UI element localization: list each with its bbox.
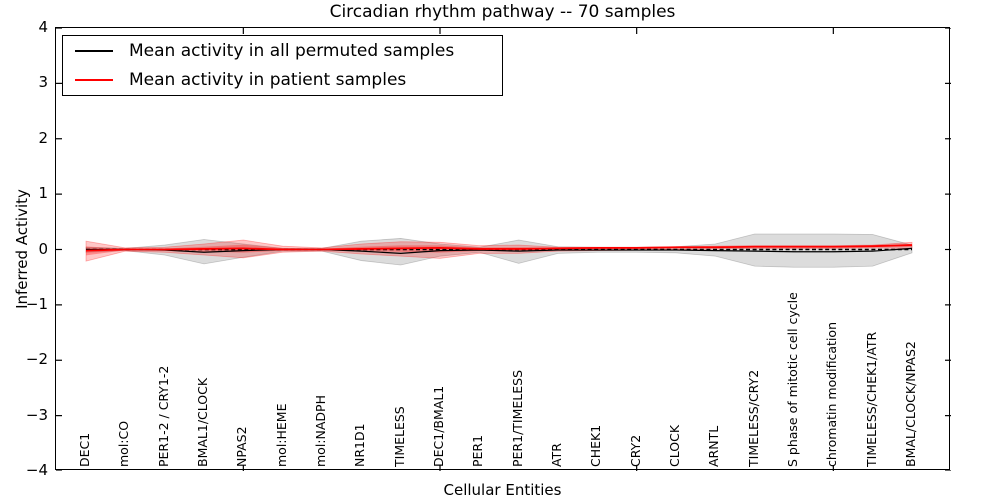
x-category-label: BMAL1/CLOCK bbox=[195, 377, 210, 467]
x-category-label: TIMELESS/CRY2 bbox=[745, 369, 761, 467]
x-category-label: mol:CO bbox=[116, 420, 132, 467]
y-tick-label: 3 bbox=[38, 73, 48, 92]
x-category-label: TIMELESS/CHEK1/ATR bbox=[863, 331, 879, 467]
legend-entry-patient: Mean activity in patient samples bbox=[63, 66, 502, 94]
y-tick-label: 1 bbox=[38, 184, 48, 203]
x-category-label: CLOCK bbox=[667, 424, 682, 467]
chart-canvas bbox=[56, 28, 951, 471]
legend-line-permuted-icon bbox=[75, 50, 113, 52]
legend-entry-permuted: Mean activity in all permuted samples bbox=[63, 37, 502, 65]
x-category-label: mol:NADPH bbox=[313, 395, 328, 467]
x-category-label: TIMELESS bbox=[391, 406, 407, 467]
x-category-label: NPAS2 bbox=[234, 426, 250, 467]
x-category-label: PER1/TIMELESS bbox=[509, 369, 525, 467]
x-category-label: CRY2 bbox=[627, 434, 643, 467]
y-tick-label: 4 bbox=[38, 18, 48, 36]
x-category-label: PER1-2 / CRY1-2 bbox=[155, 365, 171, 467]
y-tick-label: −1 bbox=[25, 294, 48, 313]
y-tick-label: −2 bbox=[25, 350, 48, 369]
x-category-label: DEC1/BMAL1 bbox=[431, 385, 446, 467]
x-category-label: CHEK1 bbox=[588, 424, 604, 467]
legend-label-patient: Mean activity in patient samples bbox=[129, 70, 407, 90]
x-category-label: DEC1 bbox=[77, 432, 92, 467]
legend: Mean activity in all permuted samples Me… bbox=[62, 35, 503, 96]
x-category-label: ATR bbox=[549, 443, 564, 467]
x-category-label: ARNTL bbox=[706, 425, 722, 467]
patient-mean-line bbox=[85, 244, 913, 252]
chart-title: Circadian rhythm pathway -- 70 samples bbox=[329, 2, 676, 22]
x-category-label: chromatin modification bbox=[824, 322, 840, 467]
y-tick-label: 0 bbox=[38, 239, 48, 258]
permuted-mean-line bbox=[86, 247, 913, 254]
plot-area bbox=[55, 27, 951, 471]
y-tick-label: −3 bbox=[25, 405, 48, 424]
x-category-label: NR1D1 bbox=[352, 423, 368, 467]
x-category-label: BMAL/CLOCK/NPAS2 bbox=[903, 341, 918, 467]
x-category-label: PER1 bbox=[470, 434, 486, 467]
x-category-label: S phase of mitotic cell cycle bbox=[785, 292, 800, 467]
x-axis-title: Cellular Entities bbox=[443, 481, 562, 499]
legend-line-patient-icon bbox=[75, 79, 113, 81]
legend-label-permuted: Mean activity in all permuted samples bbox=[129, 41, 455, 61]
y-tick-label: −4 bbox=[25, 461, 48, 479]
x-category-label: mol:HEME bbox=[273, 403, 289, 468]
y-tick-label: 2 bbox=[38, 128, 48, 147]
